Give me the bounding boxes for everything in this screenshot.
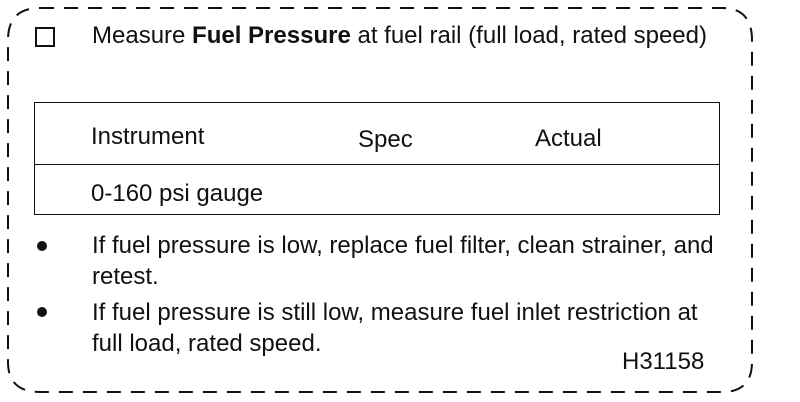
bullet-dot-2 xyxy=(37,307,47,317)
table-header-divider xyxy=(35,164,719,165)
step-instruction: Measure Fuel Pressure at fuel rail (full… xyxy=(92,20,712,51)
step-suffix: at fuel rail (full load, rated speed) xyxy=(350,22,707,49)
row-instrument: 0-160 psi gauge xyxy=(91,180,264,207)
header-instrument: Instrument xyxy=(91,123,205,150)
step-checkbox[interactable] xyxy=(35,27,55,47)
measurement-table: Instrument Spec Actual 0-160 psi gauge xyxy=(34,102,720,215)
bullet-dot-1 xyxy=(37,241,47,251)
header-actual: Actual xyxy=(535,125,602,152)
figure-code: H31158 xyxy=(622,348,705,375)
step-bold-term: Fuel Pressure xyxy=(192,22,351,49)
step-prefix: Measure xyxy=(92,22,193,49)
bullet-item-1: If fuel pressure is low, replace fuel fi… xyxy=(92,232,714,290)
header-spec: Spec xyxy=(358,126,413,153)
bullet-item-2: If fuel pressure is still low, measure f… xyxy=(92,299,698,357)
